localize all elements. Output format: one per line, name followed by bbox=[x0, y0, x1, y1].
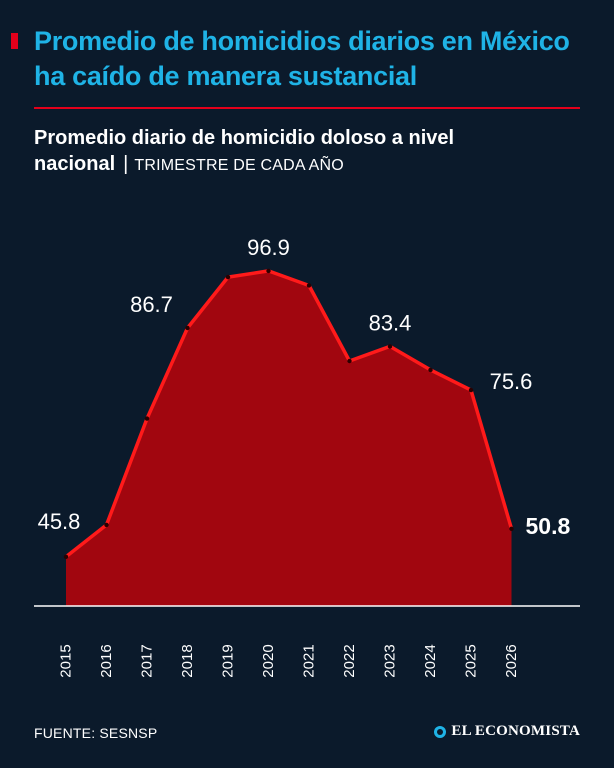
x-tick-label-2016: 2016 bbox=[98, 644, 115, 677]
x-tick-label-2026: 2026 bbox=[503, 644, 520, 677]
data-label-2018: 86.7 bbox=[130, 292, 173, 317]
data-point-2015 bbox=[63, 554, 69, 559]
data-label-2023: 83.4 bbox=[369, 310, 412, 335]
data-point-2024 bbox=[428, 367, 433, 373]
data-point-2025 bbox=[468, 387, 474, 393]
brand-logo: EL ECONOMISTA bbox=[434, 723, 580, 740]
data-label-2020: 96.9 bbox=[247, 235, 290, 260]
headline: Promedio de homicidios diarios en México… bbox=[34, 26, 570, 91]
x-tick-label-2022: 2022 bbox=[341, 644, 358, 677]
title-divider bbox=[34, 107, 580, 109]
x-tick-label-2021: 2021 bbox=[301, 644, 318, 677]
chart-period-note: TRIMESTRE DE CADA AÑO bbox=[134, 157, 344, 174]
title-accent-bar bbox=[11, 33, 18, 49]
data-point-2018 bbox=[185, 325, 190, 331]
data-label-2025: 75.6 bbox=[490, 369, 533, 394]
x-tick-label-2018: 2018 bbox=[179, 644, 196, 677]
x-tick-label-2023: 2023 bbox=[382, 644, 399, 677]
series-line bbox=[64, 269, 514, 559]
x-tick-label-2015: 2015 bbox=[58, 644, 75, 677]
brand-name: EL ECONOMISTA bbox=[451, 723, 580, 739]
data-point-2016 bbox=[104, 522, 109, 528]
x-tick-label-2025: 2025 bbox=[463, 644, 480, 677]
data-point-2026 bbox=[509, 526, 514, 532]
area-fill bbox=[66, 270, 512, 606]
chart-title: Promedio diario de homicidio doloso a ni… bbox=[34, 127, 455, 175]
subtitle-separator: | bbox=[123, 153, 129, 175]
chart-subtitle: Promedio diario de homicidio doloso a ni… bbox=[34, 125, 594, 179]
x-tick-label-2020: 2020 bbox=[260, 644, 277, 677]
x-tick-label-2024: 2024 bbox=[422, 644, 439, 677]
data-label-2015: 45.8 bbox=[38, 509, 81, 534]
data-point-2022 bbox=[347, 358, 352, 364]
x-tick-label-2019: 2019 bbox=[220, 644, 237, 677]
data-point-2017 bbox=[144, 416, 150, 421]
brand-mark-icon bbox=[434, 725, 447, 738]
data-point-2021 bbox=[306, 283, 312, 288]
data-label-2026: 50.8 bbox=[526, 513, 571, 539]
source-note: FUENTE: SESNSP bbox=[34, 725, 158, 741]
data-point-2020 bbox=[266, 268, 271, 274]
x-tick-label-2017: 2017 bbox=[139, 644, 156, 677]
data-point-2023 bbox=[387, 344, 393, 349]
data-point-2019 bbox=[225, 274, 231, 280]
